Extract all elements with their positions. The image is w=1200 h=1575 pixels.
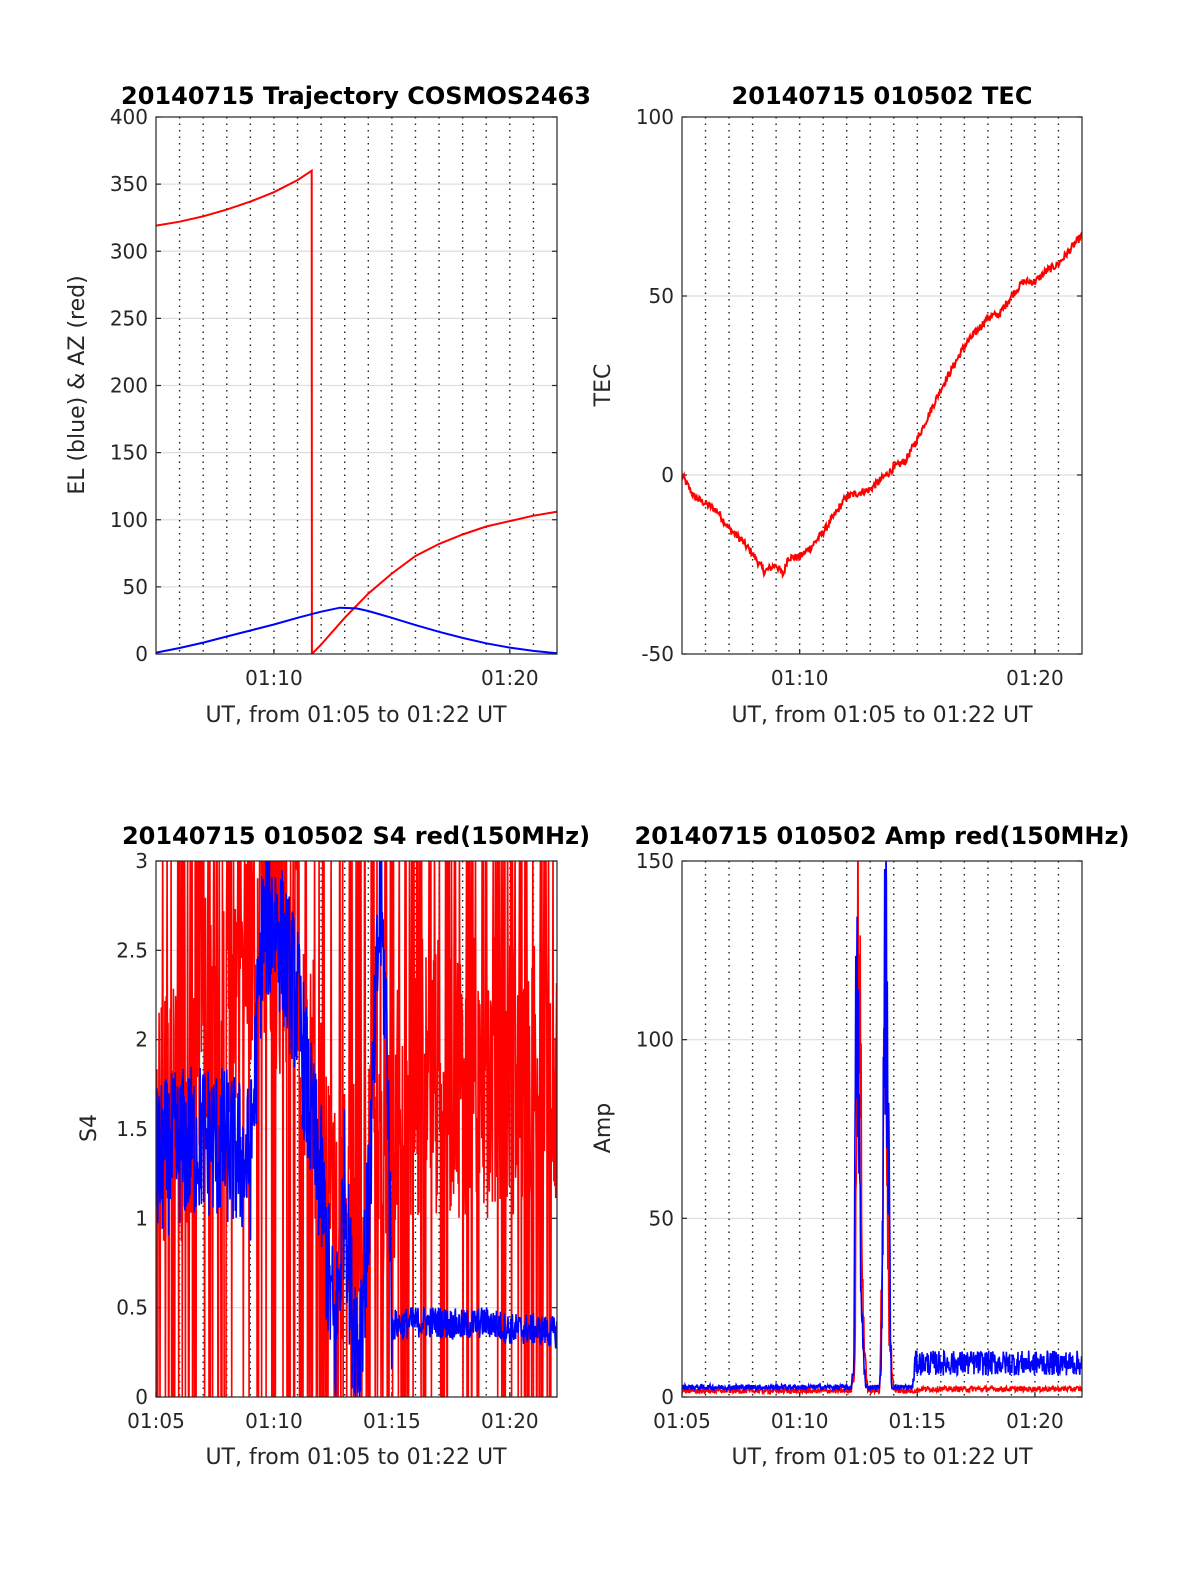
x-tick-label-tec: 01:10 xyxy=(771,666,829,690)
panel-s4: 20140715 010502 S4 red(150MHz) 0 0.5 1 1.5 2… xyxy=(77,822,590,1470)
ylabel-tec: TEC xyxy=(591,364,616,408)
y-tick-label-s4: 0.5 xyxy=(116,1296,148,1320)
x-tick-label-amp: 01:10 xyxy=(771,1409,829,1433)
panel-trajectory: 20140715 Trajectory COSMOS2463 0 50 100 150… xyxy=(65,82,591,728)
x-tick-label-s4: 01:15 xyxy=(363,1409,421,1433)
series-line-s4-0 xyxy=(156,861,557,1397)
x-tick-label-amp: 01:20 xyxy=(1006,1409,1064,1433)
y-tick-label-s4: 3 xyxy=(135,849,148,873)
x-tick-label-s4: 01:10 xyxy=(245,1409,303,1433)
y-tick-label-s4: 0 xyxy=(135,1385,148,1409)
axes-frame-trajectory xyxy=(155,116,558,655)
y-tick-label-trajectory: 350 xyxy=(110,172,148,196)
title-trajectory: 20140715 Trajectory COSMOS2463 xyxy=(121,82,591,110)
y-tick-label-amp: 100 xyxy=(636,1028,674,1052)
xlabel-s4: UT, from 01:05 to 01:22 UT xyxy=(205,1445,507,1470)
y-tick-label-trajectory: 400 xyxy=(110,105,148,129)
x-tick-label-tec: 01:20 xyxy=(1006,666,1064,690)
plot-area-s4: 0 0.5 1 1.5 2 2.5 3 01:05 01:10 01:15 01:20 xyxy=(116,849,558,1433)
plot-area-tec: -50 0 50 100 01:10 01:20 xyxy=(636,105,1083,690)
y-tick-label-tec: -50 xyxy=(641,642,674,666)
y-tick-label-trajectory: 0 xyxy=(135,642,148,666)
plot-area-trajectory: 0 50 100 150 200 250 300 350 400 01:10 01:20 xyxy=(110,105,558,690)
series-line-trajectory-1 xyxy=(156,606,557,654)
y-tick-label-s4: 2 xyxy=(135,1028,148,1052)
y-tick-label-s4: 1 xyxy=(135,1206,148,1230)
title-tec: 20140715 010502 TEC xyxy=(732,82,1033,110)
ylabel-amp: Amp xyxy=(591,1103,616,1153)
x-tick-label-trajectory: 01:20 xyxy=(481,666,539,690)
title-amp: 20140715 010502 Amp red(150MHz) xyxy=(635,822,1130,850)
series-line-tec-0 xyxy=(682,231,1082,580)
y-tick-label-trajectory: 150 xyxy=(110,441,148,465)
y-tick-label-amp: 150 xyxy=(636,849,674,873)
y-tick-label-trajectory: 100 xyxy=(110,508,148,532)
axes-frame-amp xyxy=(681,860,1083,1398)
y-tick-label-tec: 100 xyxy=(636,105,674,129)
x-tick-label-s4: 01:20 xyxy=(481,1409,539,1433)
y-tick-label-trajectory: 50 xyxy=(123,575,148,599)
axes-frame-tec xyxy=(681,116,1083,655)
ylabel-trajectory: EL (blue) & AZ (red) xyxy=(65,275,90,494)
series-line-amp-1 xyxy=(682,861,1082,1393)
y-tick-label-trajectory: 250 xyxy=(110,306,148,330)
axes-frame-s4 xyxy=(155,860,558,1398)
panel-amp: 20140715 010502 Amp red(150MHz) 0 50 100 15… xyxy=(591,822,1130,1470)
series-line-s4-1 xyxy=(156,861,557,1397)
y-tick-label-tec: 50 xyxy=(649,284,674,308)
series-line-trajectory-0 xyxy=(156,168,557,654)
xlabel-tec: UT, from 01:05 to 01:22 UT xyxy=(731,703,1033,728)
x-tick-label-s4: 01:05 xyxy=(127,1409,185,1433)
y-tick-label-tec: 0 xyxy=(661,463,674,487)
xlabel-trajectory: UT, from 01:05 to 01:22 UT xyxy=(205,703,507,728)
y-tick-label-s4: 2.5 xyxy=(116,938,148,962)
xlabel-amp: UT, from 01:05 to 01:22 UT xyxy=(731,1445,1033,1470)
y-tick-label-s4: 1.5 xyxy=(116,1117,148,1141)
x-tick-label-amp: 01:15 xyxy=(888,1409,946,1433)
title-s4: 20140715 010502 S4 red(150MHz) xyxy=(122,822,590,850)
y-tick-label-amp: 50 xyxy=(649,1206,674,1230)
plot-area-amp: 0 50 100 150 01:05 01:10 01:15 01:20 xyxy=(636,849,1083,1433)
x-tick-label-amp: 01:05 xyxy=(653,1409,711,1433)
y-tick-label-amp: 0 xyxy=(661,1385,674,1409)
y-tick-label-trajectory: 200 xyxy=(110,374,148,398)
ylabel-s4: S4 xyxy=(77,1114,102,1142)
y-tick-label-trajectory: 300 xyxy=(110,239,148,263)
x-tick-label-trajectory: 01:10 xyxy=(245,666,303,690)
